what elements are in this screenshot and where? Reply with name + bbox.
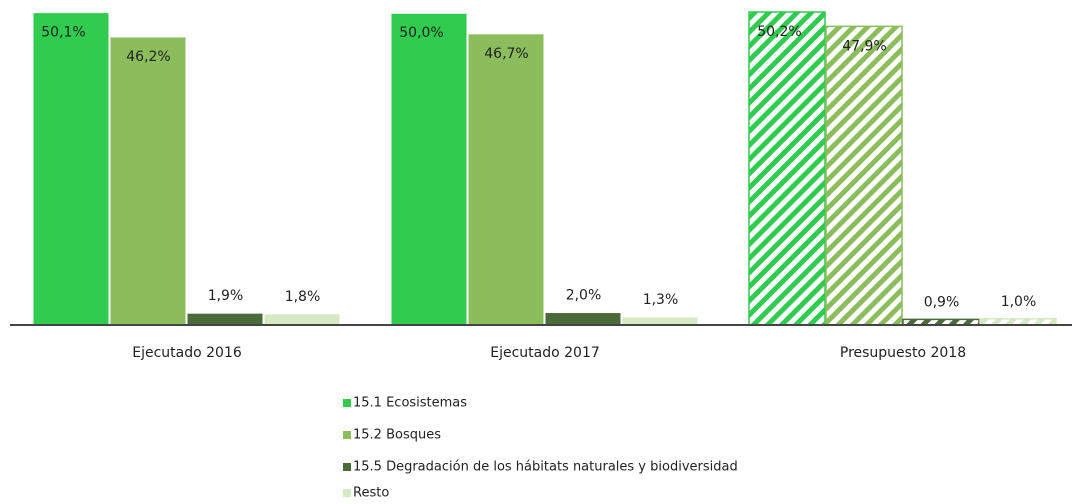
bar	[263, 313, 341, 326]
bar	[544, 312, 622, 326]
data-label: 0,9%	[924, 294, 960, 310]
legend-swatch	[343, 463, 351, 471]
x-tick-label: Ejecutado 2017	[490, 345, 600, 361]
legend-swatch	[343, 399, 351, 407]
data-label: 46,2%	[126, 49, 170, 65]
data-label: 1,8%	[285, 289, 321, 305]
bar	[748, 11, 826, 326]
legend-swatch	[343, 431, 351, 439]
x-tick-label: Presupuesto 2018	[840, 345, 966, 361]
x-tick-label: Ejecutado 2016	[132, 345, 242, 361]
data-label: 50,0%	[399, 25, 443, 41]
bar	[467, 33, 545, 326]
data-label: 1,9%	[208, 288, 244, 304]
data-label: 1,0%	[1001, 294, 1037, 310]
bar	[621, 316, 699, 326]
bar	[186, 312, 264, 326]
data-label: 2,0%	[566, 288, 602, 304]
data-label: 47,9%	[842, 38, 886, 54]
legend-label: 15.1 Ecosistemas	[353, 396, 467, 411]
bar	[109, 36, 187, 326]
data-label: 46,7%	[484, 46, 528, 62]
bar	[32, 12, 110, 326]
legend-label: Resto	[353, 486, 389, 501]
bar	[390, 12, 468, 326]
data-label: 50,1%	[41, 25, 85, 41]
bar	[825, 25, 903, 326]
legend-swatch	[343, 489, 351, 497]
data-label: 50,2%	[757, 24, 801, 40]
data-label: 1,3%	[643, 292, 679, 308]
legend-label: 15.2 Bosques	[353, 428, 441, 443]
legend-label: 15.5 Degradación de los hábitats natural…	[353, 460, 738, 475]
